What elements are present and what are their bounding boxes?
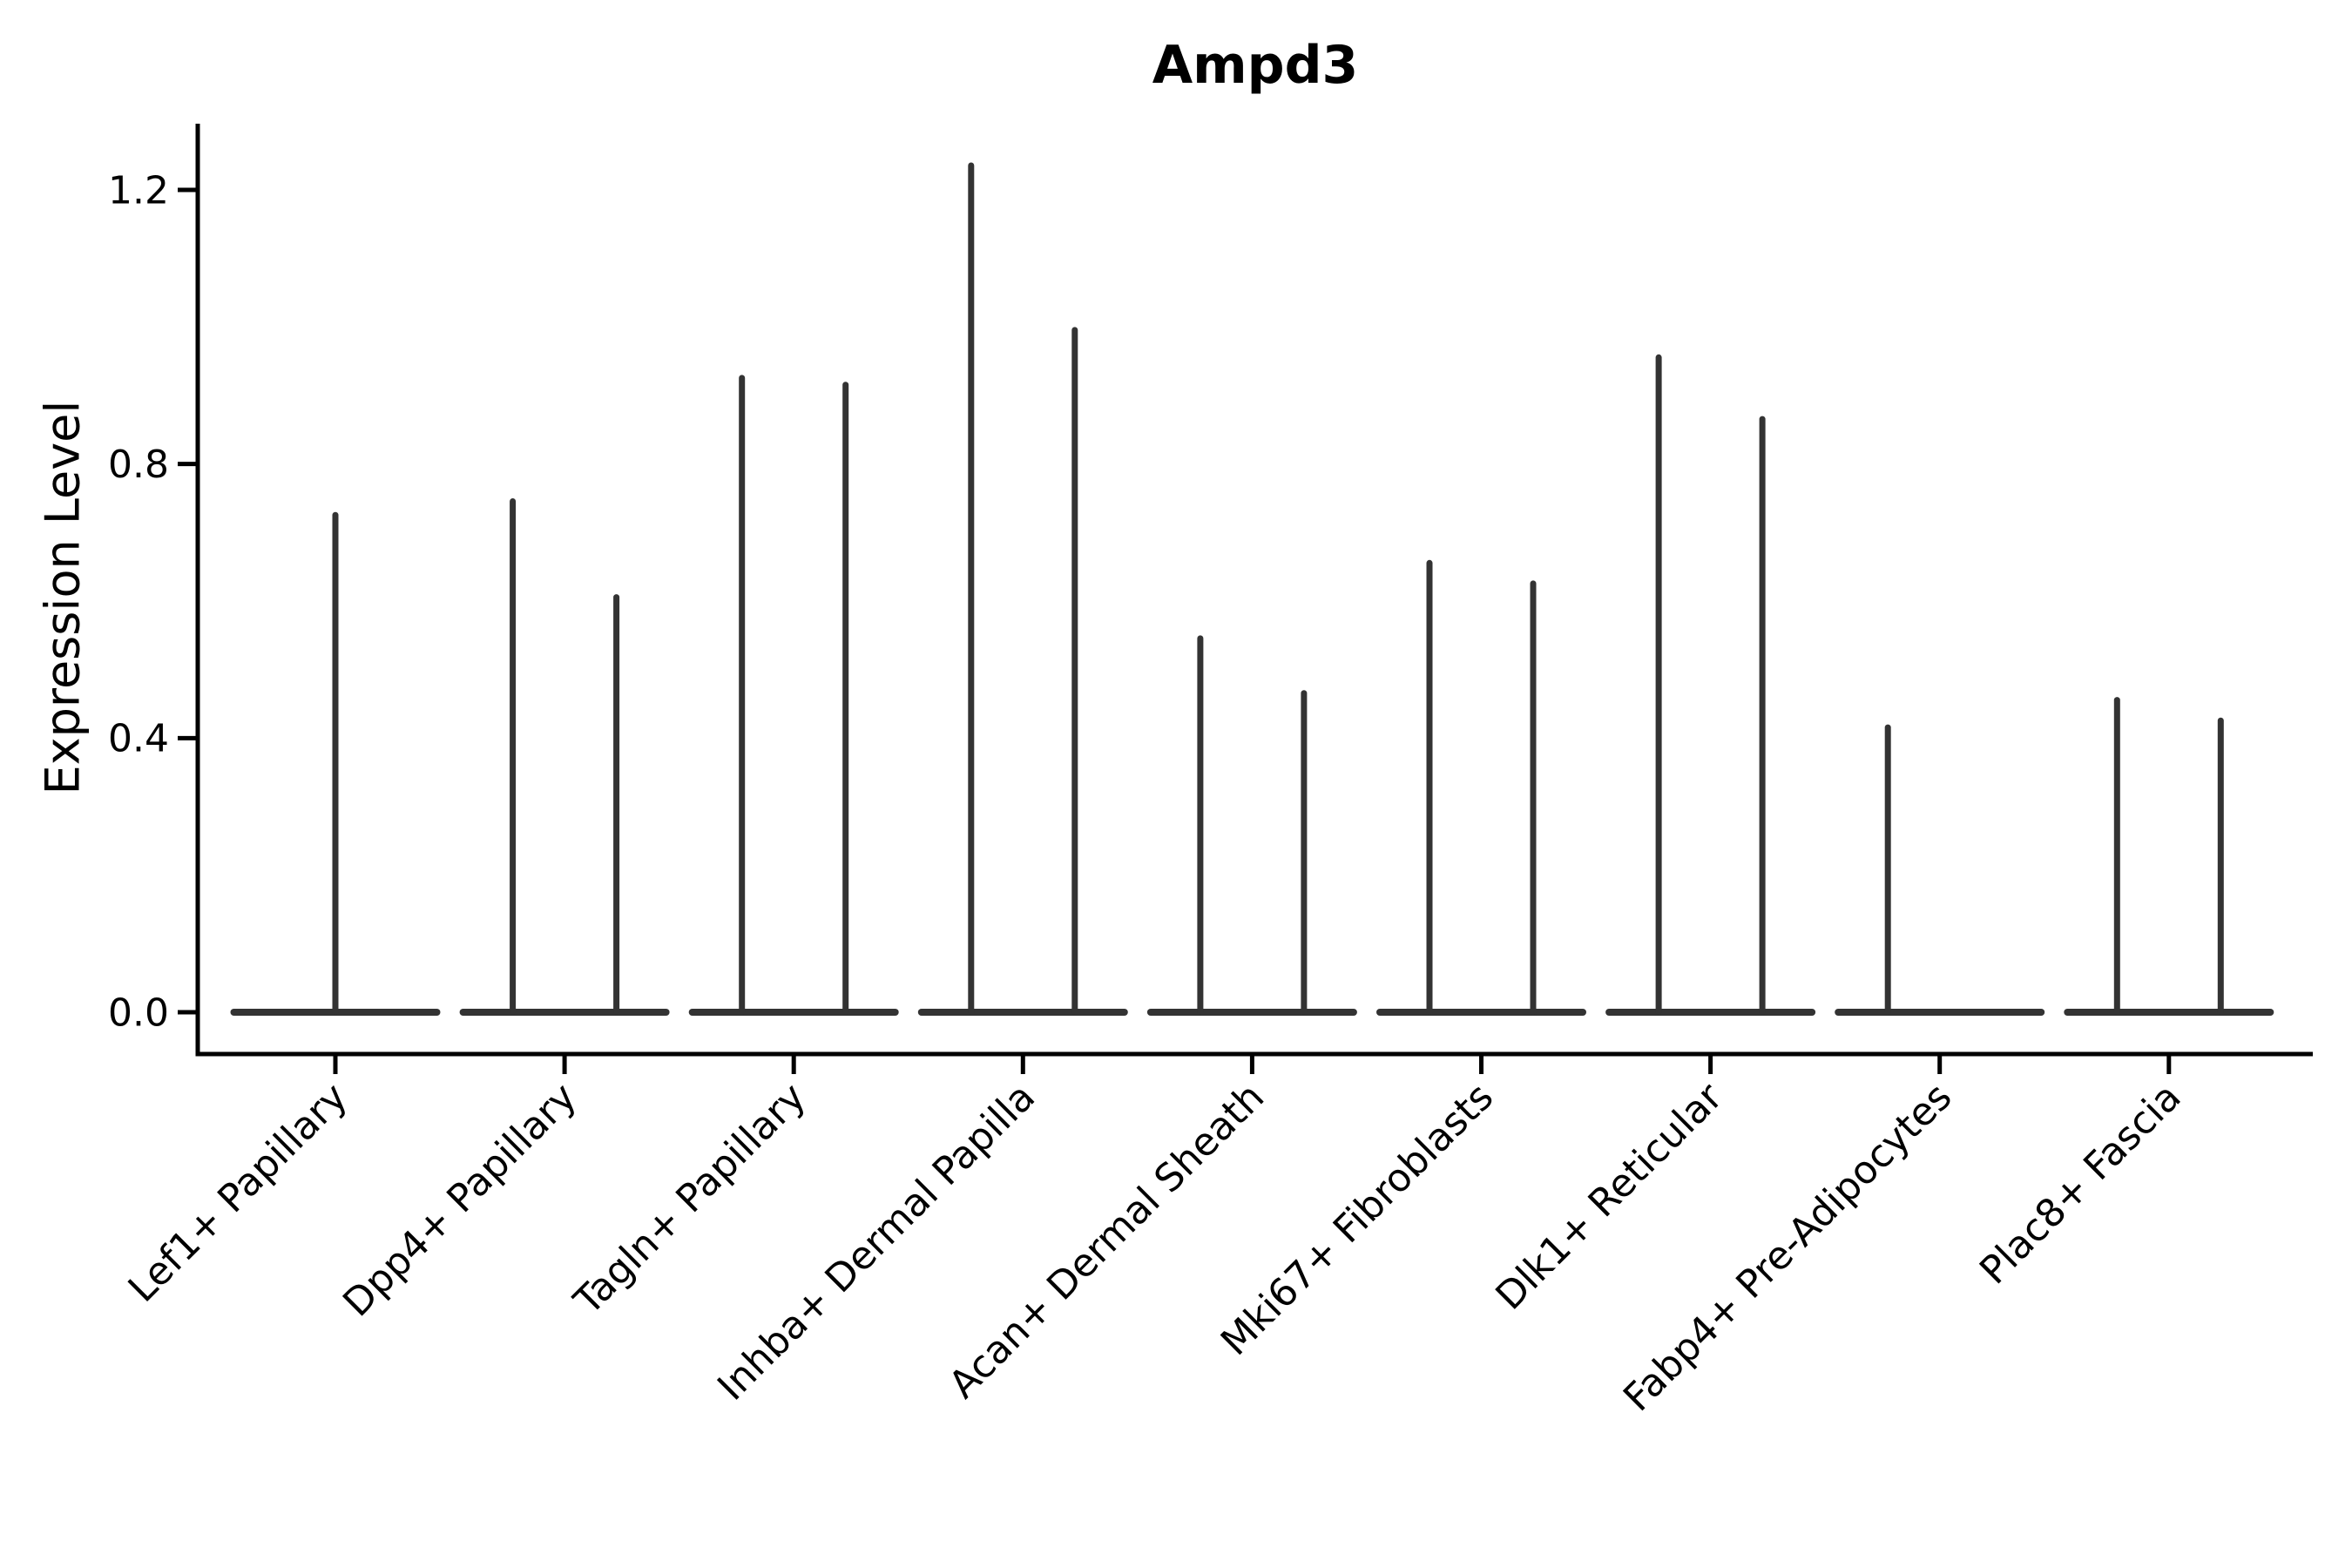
violin-spike xyxy=(2217,717,2224,1015)
y-tick-label: 0.0 xyxy=(108,990,169,1035)
violin-spike xyxy=(332,511,339,1015)
violin-spike xyxy=(1884,724,1891,1015)
violin-baseline xyxy=(1605,1009,1816,1016)
violin-spike xyxy=(1655,354,1662,1015)
violin-spike xyxy=(1301,690,1308,1015)
x-tick-label: Lef1+ Papillary xyxy=(120,1075,356,1311)
violin-spike xyxy=(1426,559,1433,1015)
violin-baseline xyxy=(1376,1009,1586,1016)
x-tick-label: Plac8+ Fascia xyxy=(1971,1075,2190,1294)
y-tick-label: 0.8 xyxy=(108,443,169,487)
violin-spike xyxy=(739,375,746,1015)
violin-baseline xyxy=(688,1009,899,1016)
violin-baseline xyxy=(1146,1009,1357,1016)
violin-spike xyxy=(613,594,620,1015)
violin-baseline xyxy=(917,1009,1128,1016)
violin-baseline xyxy=(2064,1009,2274,1016)
x-tick-label: Dpp4+ Papillary xyxy=(335,1075,585,1326)
violin-spike xyxy=(1530,580,1537,1015)
violin-spike xyxy=(2113,697,2120,1015)
violin-spike xyxy=(510,497,517,1015)
x-tick-label: Tagln+ Papillary xyxy=(565,1075,814,1324)
violin-baseline xyxy=(1835,1009,2045,1016)
y-tick-label: 0.4 xyxy=(108,717,169,761)
violin-baseline xyxy=(459,1009,670,1016)
x-tick-label: Dlk1+ Reticular xyxy=(1487,1074,1732,1319)
chart-title: Ampd3 xyxy=(1152,35,1359,96)
y-tick-label: 1.2 xyxy=(108,168,169,213)
violin-spike xyxy=(842,382,849,1015)
violin-spike xyxy=(1759,416,1766,1015)
violin-spike xyxy=(968,162,975,1016)
violin-spike xyxy=(1197,635,1204,1015)
violin-spike xyxy=(1071,327,1078,1016)
